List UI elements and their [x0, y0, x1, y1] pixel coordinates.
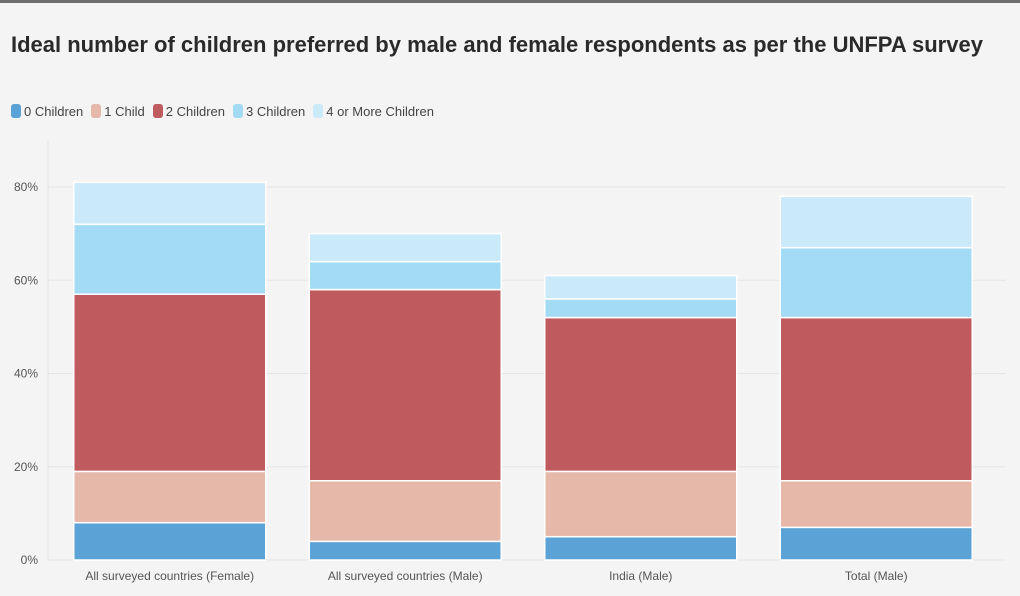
bar-segment — [544, 535, 738, 561]
legend-label: 4 or More Children — [326, 103, 434, 119]
bar-segment — [779, 316, 973, 482]
bar-segment — [73, 293, 267, 473]
legend-swatch — [233, 104, 243, 118]
bar-segment — [779, 526, 973, 561]
bar-segment — [544, 470, 738, 538]
legend-item-3-children[interactable]: 3 Children — [233, 104, 305, 119]
bar-segment — [73, 470, 267, 524]
bar-segment — [544, 298, 738, 319]
x-tick-label: Total (Male) — [845, 569, 908, 583]
legend-swatch — [11, 104, 21, 118]
legend-label: 2 Children — [165, 103, 225, 119]
legend: 0 Children 1 Child 2 Children 3 Children… — [11, 102, 434, 120]
x-tick-label: India (Male) — [609, 569, 672, 583]
y-tick-label: 40% — [14, 367, 38, 381]
bar-segment — [73, 521, 267, 561]
bar-segment — [779, 195, 973, 249]
bar-segment — [308, 288, 502, 482]
bar-segment — [308, 479, 502, 543]
legend-item-0-children[interactable]: 0 Children — [11, 104, 83, 119]
bar-segment — [544, 316, 738, 473]
y-tick-label: 0% — [21, 553, 39, 567]
legend-swatch — [313, 104, 324, 118]
legend-label: 3 Children — [246, 103, 306, 119]
bar-segment — [544, 274, 738, 300]
legend-item-2-children[interactable]: 2 Children — [152, 103, 225, 119]
legend-label: 1 Child — [104, 103, 145, 119]
bar-segment — [73, 181, 267, 226]
x-tick-label: All surveyed countries (Male) — [328, 569, 483, 583]
bar-segment — [73, 223, 267, 295]
legend-swatch — [91, 104, 102, 118]
y-tick-label: 80% — [14, 180, 38, 194]
top-rule — [0, 0, 1020, 3]
bar-segment — [779, 479, 973, 529]
legend-item-1-child[interactable]: 1 Child — [91, 103, 145, 119]
bar-segment — [308, 540, 502, 561]
chart-title: Ideal number of children preferred by ma… — [11, 32, 983, 57]
x-tick-label: All surveyed countries (Female) — [85, 569, 254, 583]
bar-segment — [779, 246, 973, 319]
y-tick-label: 60% — [14, 273, 38, 287]
legend-label: 0 Children — [24, 103, 84, 119]
bar-segment — [308, 260, 502, 291]
y-tick-label: 20% — [14, 460, 38, 474]
legend-item-4-or-more-children[interactable]: 4 or More Children — [313, 104, 434, 119]
bar-segment — [308, 232, 502, 263]
legend-swatch — [152, 104, 163, 118]
